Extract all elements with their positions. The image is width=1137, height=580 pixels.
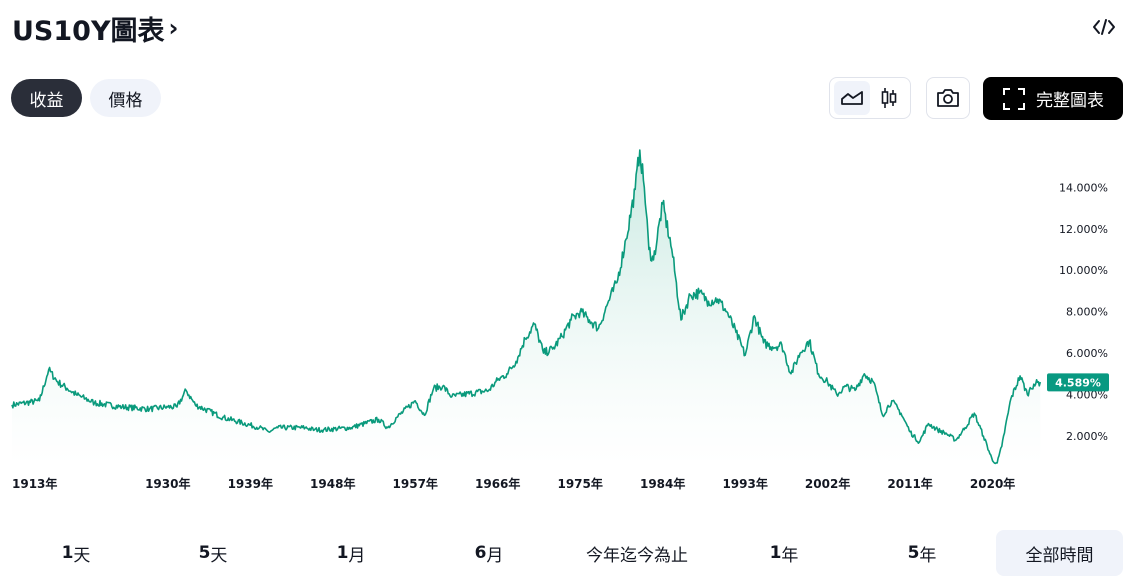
x-tick-label: 1930年 (145, 476, 190, 491)
tab-price[interactable]: 價格 (90, 79, 161, 117)
yield-line (11, 149, 1042, 465)
title-text: US10Y圖表 (12, 15, 165, 47)
y-tick-label: 10.000% (1059, 264, 1108, 277)
range-all-time[interactable]: 全部時間 (996, 530, 1123, 576)
code-brackets-icon (1093, 19, 1115, 35)
range-num: 1 (61, 543, 74, 563)
tab-price-label: 價格 (108, 90, 143, 111)
page-title[interactable]: US10Y圖表 › (12, 8, 178, 48)
full-chart-label: 完整圖表 (1036, 91, 1104, 111)
area-chart-icon (840, 91, 863, 105)
last-value-badge (1047, 373, 1109, 392)
x-tick-label: 1984年 (640, 476, 685, 491)
range-unit: 全部時間 (1025, 545, 1094, 566)
y-tick-label: 14.000% (1059, 181, 1108, 194)
range-ytd[interactable]: 今年迄今為止 (577, 530, 697, 576)
range-unit: 月 (486, 545, 504, 566)
x-tick-label: 1966年 (475, 476, 520, 491)
area-chart-button[interactable] (833, 81, 870, 115)
chevron-right-icon: › (168, 14, 179, 42)
x-tick-label: 1957年 (393, 476, 438, 491)
x-tick-label: 1939年 (228, 476, 273, 491)
fullscreen-corners-icon (1003, 87, 1025, 110)
range-unit: 天 (73, 545, 91, 566)
yield-chart[interactable]: 2.000% 4.000% 6.000% 8.000% 10.000% 12.000% 14… (0, 140, 1137, 500)
y-tick-label: 6.000% (1066, 347, 1108, 360)
range-unit: 年 (781, 545, 799, 566)
y-tick-label: 4.000% (1066, 389, 1108, 402)
last-value-label: 4.589% (1055, 376, 1101, 389)
candlestick-icon (881, 88, 896, 108)
tab-yield[interactable]: 收益 (11, 79, 82, 117)
candlestick-chart-button[interactable] (871, 81, 907, 115)
tab-yield-label: 收益 (29, 90, 64, 111)
range-unit: 天 (210, 545, 228, 566)
x-tick-label: 1913年 (12, 476, 57, 491)
snapshot-button[interactable] (926, 77, 970, 119)
full-chart-button[interactable]: 完整圖表 (983, 77, 1123, 120)
chart-type-toggle (829, 77, 911, 119)
range-unit: 今年迄今為止 (586, 545, 688, 566)
range-num: 1 (336, 543, 349, 563)
range-unit: 年 (919, 545, 937, 566)
embed-button[interactable] (1089, 12, 1119, 42)
x-tick-label: 2020年 (970, 476, 1015, 491)
camera-icon (937, 89, 959, 107)
x-tick-label: 2002年 (805, 476, 850, 491)
range-unit: 月 (348, 545, 366, 566)
range-num: 5 (907, 543, 920, 563)
x-tick-label: 1993年 (722, 476, 767, 491)
y-tick-label: 12.000% (1059, 223, 1108, 236)
y-tick-label: 8.000% (1066, 306, 1108, 319)
y-tick-label: 2.000% (1066, 430, 1108, 443)
range-num: 1 (769, 543, 782, 563)
x-tick-label: 1948年 (310, 476, 355, 491)
range-num: 5 (198, 543, 211, 563)
x-tick-label: 2011年 (887, 476, 932, 491)
range-num: 6 (474, 543, 487, 563)
yield-area-fill (12, 150, 1041, 465)
x-tick-label: 1975年 (557, 476, 602, 491)
